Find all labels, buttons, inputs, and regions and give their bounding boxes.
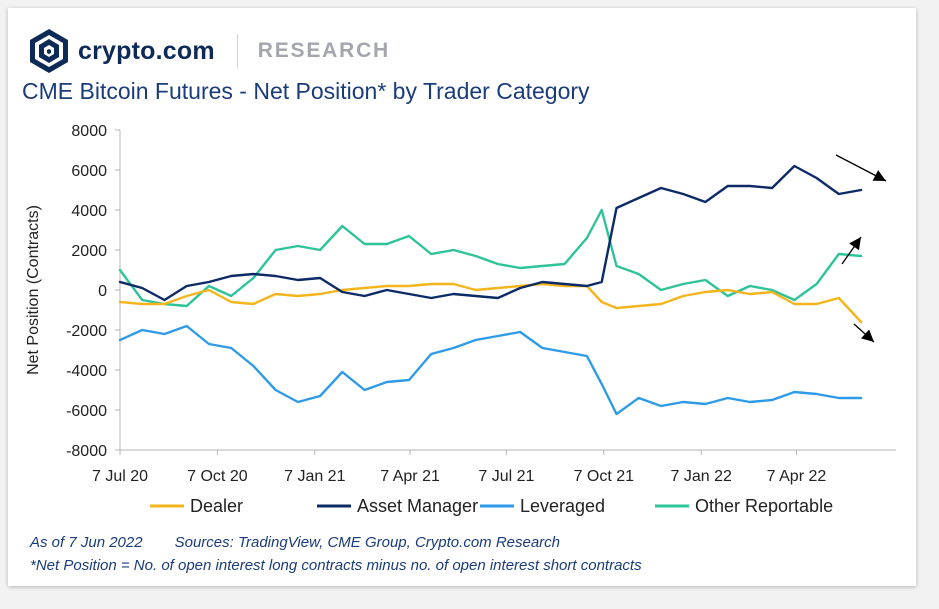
chart-title: CME Bitcoin Futures - Net Position* by T… [22,78,590,104]
chart-legend: Dealer Asset Manager Leveraged Other Report… [150,496,833,516]
legend-label: Other Reportable [695,496,833,516]
x-tick-label: 7 Jan 22 [671,468,732,485]
chart-card: crypto.com RESEARCH CME Bitcoin Futures … [8,8,916,586]
header-divider [236,34,238,68]
x-tick-label: 7 Oct 20 [187,468,248,485]
trend-arrows [835,154,887,343]
arrow-dealer-down-head [861,329,874,342]
brand-name: crypto.com [78,36,215,65]
y-tick-label: -6000 [66,403,107,420]
crypto-com-logo-icon [30,29,68,73]
arrow-asset-manager-down-head [872,170,886,181]
legend-label: Leveraged [520,496,605,516]
footnote: *Net Position = No. of open interest lon… [30,557,642,574]
series-line-asset-manager [118,164,863,302]
y-tick-label: 4000 [71,203,107,220]
footer-line-1: As of 7 Jun 2022 Sources: TradingView, CM… [30,534,560,551]
y-tick-label: 2000 [71,243,107,260]
series-line-other-reportable [118,208,863,308]
x-tick-label: 7 Apr 21 [380,468,440,485]
sources-text: Sources: TradingView, CME Group, Crypto.… [174,534,561,551]
y-tick-label: -2000 [66,323,107,340]
chart-axes: 8000 6000 4000 2000 0 -2000 -4000 -6000 -8000 7 J… [25,123,896,485]
legend-label: Dealer [190,496,243,516]
x-tick-label: 7 Jul 20 [92,468,148,485]
x-tick-label: 7 Jan 21 [284,468,345,485]
header: crypto.com RESEARCH [28,26,390,76]
x-tick-label: 7 Apr 22 [767,468,827,485]
section-label: RESEARCH [257,39,391,62]
y-tick-label: -4000 [66,363,107,380]
y-tick-label: 8000 [71,123,107,140]
arrow-other-reportable-up-head [849,237,861,251]
y-axis-label: Net Position (Contracts) [25,205,42,375]
chart-svg: 8000 6000 4000 2000 0 -2000 -4000 -6000 -8000 7 J… [25,123,896,516]
y-tick-label: -8000 [66,443,107,460]
y-tick-label: 6000 [71,163,107,180]
x-tick-label: 7 Oct 21 [574,468,635,485]
as-of-date: As of 7 Jun 2022 [30,534,143,551]
y-tick-label: 0 [98,283,107,300]
x-tick-label: 7 Jul 21 [478,468,534,485]
series-line-dealer [118,282,863,324]
series-line-leveraged [118,324,863,416]
chart-lines [118,164,863,416]
legend-label: Asset Manager [357,496,478,516]
